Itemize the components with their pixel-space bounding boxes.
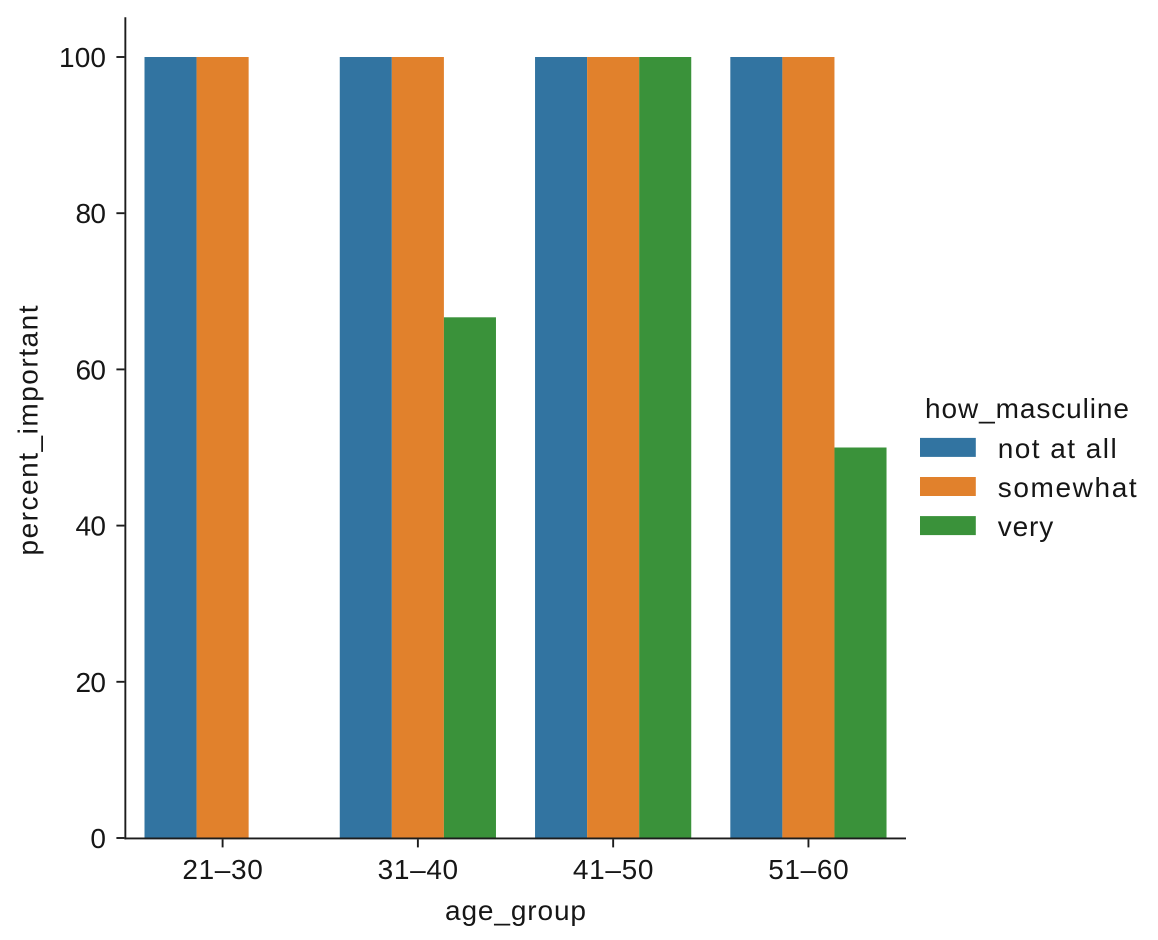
svg-text:41–50: 41–50 bbox=[573, 854, 654, 885]
svg-text:very: very bbox=[998, 511, 1053, 542]
svg-text:not at all: not at all bbox=[998, 433, 1117, 464]
svg-text:31–40: 31–40 bbox=[378, 854, 459, 885]
svg-text:how_masculine: how_masculine bbox=[925, 393, 1129, 424]
svg-text:100: 100 bbox=[59, 42, 106, 73]
svg-text:51–60: 51–60 bbox=[768, 854, 849, 885]
svg-text:somewhat: somewhat bbox=[998, 472, 1137, 503]
svg-text:20: 20 bbox=[76, 667, 107, 698]
svg-text:age_group: age_group bbox=[445, 895, 586, 926]
svg-text:percent_important: percent_important bbox=[13, 305, 44, 555]
svg-text:0: 0 bbox=[90, 823, 106, 854]
svg-text:40: 40 bbox=[76, 511, 107, 542]
svg-text:80: 80 bbox=[76, 198, 107, 229]
svg-text:21–30: 21–30 bbox=[182, 854, 263, 885]
svg-text:60: 60 bbox=[76, 354, 107, 385]
